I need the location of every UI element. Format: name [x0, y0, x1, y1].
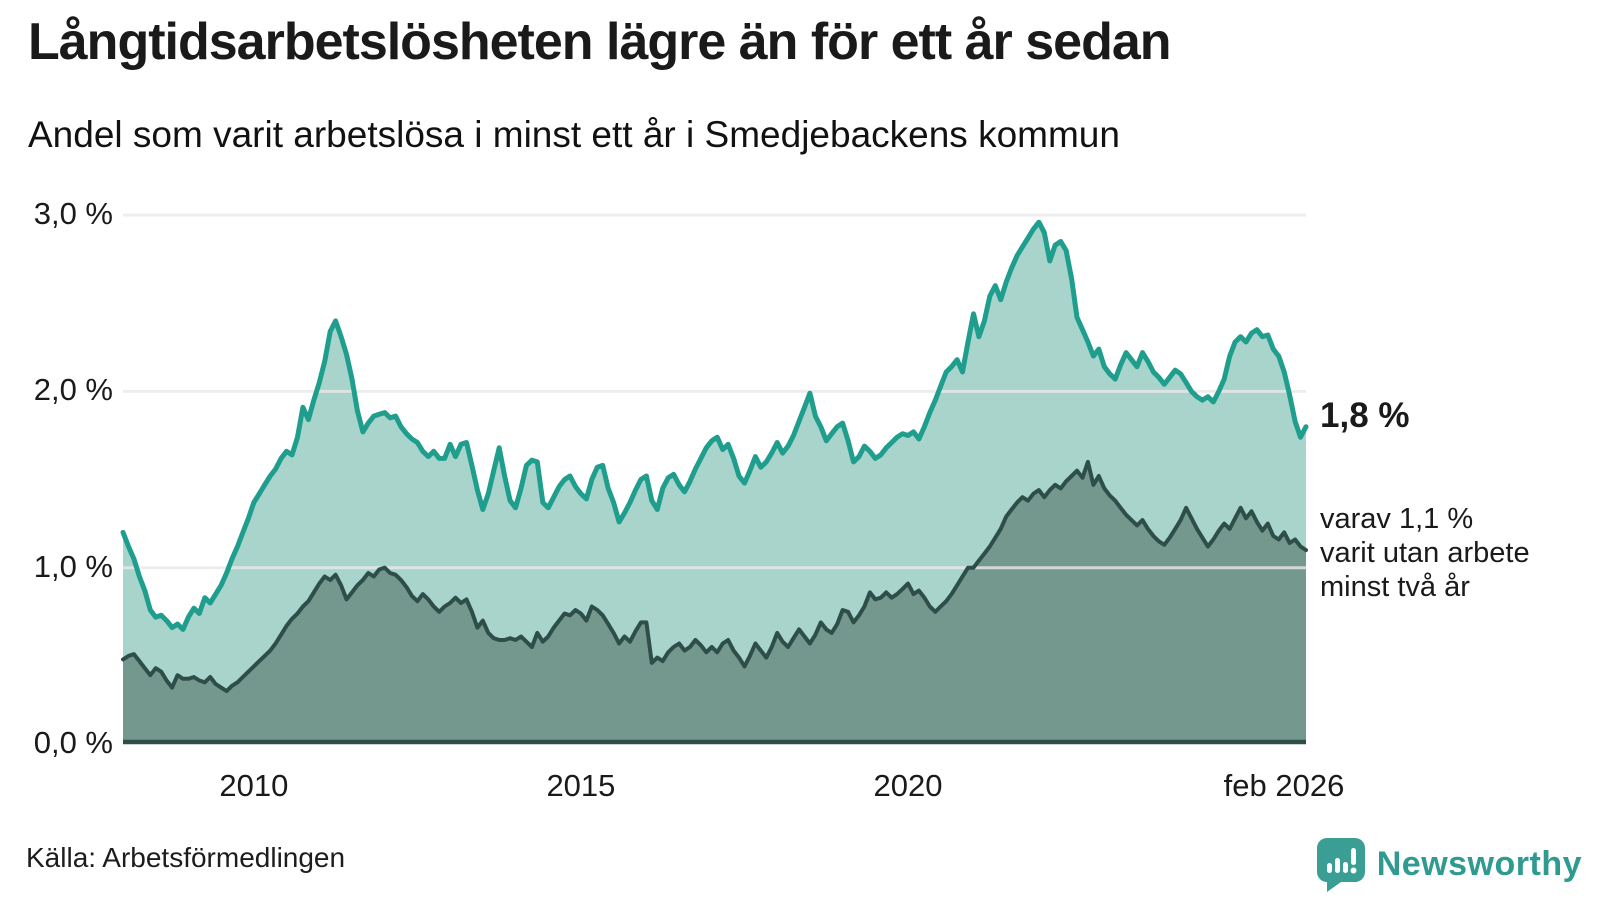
brand-name: Newsworthy — [1376, 844, 1582, 883]
x-tick-label: 2020 — [873, 768, 943, 803]
y-tick-label: 3,0 % — [33, 196, 113, 232]
upper-series-line — [120, 219, 1309, 632]
chart-subtitle: Andel som varit arbetslösa i minst ett å… — [28, 114, 1120, 155]
secondary-value-label: varav 1,1 % varit utan arbete minst två … — [1320, 503, 1530, 604]
y-tick-label: 0,0 % — [33, 725, 113, 760]
lower-series-line — [121, 459, 1308, 694]
y-tick-label: 2,0 % — [33, 372, 113, 408]
x-tick-label: feb 2026 — [1223, 768, 1345, 803]
y-tick-label: 1,0 % — [33, 548, 113, 584]
source-note: Källa: Arbetsförmedlingen — [26, 842, 346, 873]
x-tick-label: 2015 — [546, 768, 616, 803]
x-tick-label: 2010 — [219, 768, 289, 803]
latest-value-label: 1,8 % — [1320, 396, 1410, 435]
page-title: Långtidsarbetslösheten lägre än för ett … — [28, 13, 1172, 71]
lower-area-at-least-two-years — [123, 461, 1306, 744]
newsworthy-chart-bubble-icon — [1316, 838, 1365, 892]
newsworthy-logo: Newsworthy — [1315, 836, 1582, 892]
